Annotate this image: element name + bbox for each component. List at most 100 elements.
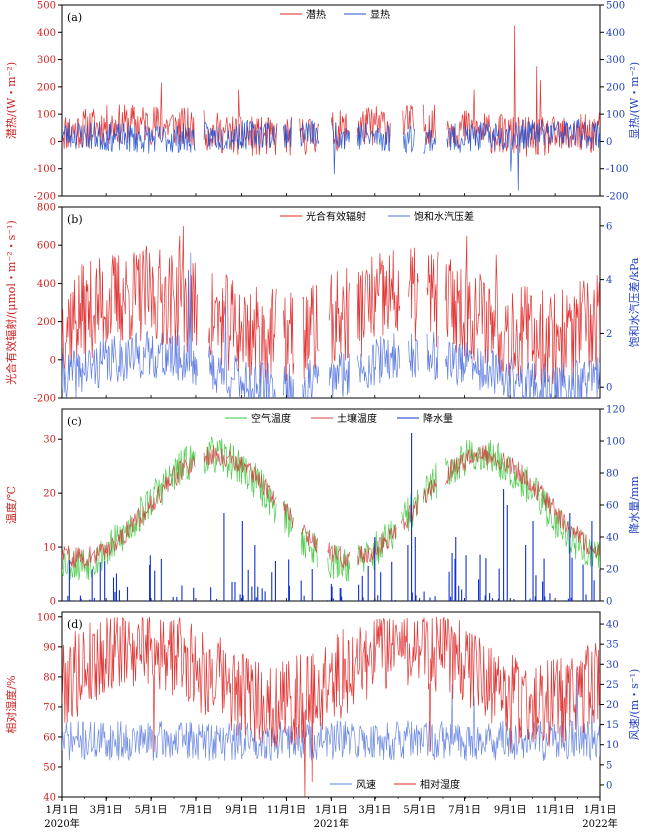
legend-label: 风速	[356, 779, 376, 791]
legend-label: 空气温度	[251, 412, 291, 425]
plot-frame	[61, 611, 601, 798]
left-tick-label: -200	[34, 192, 56, 203]
left-tick-label: 400	[37, 279, 56, 290]
right-tick-label: 300	[606, 55, 625, 66]
right-tick-label: 0	[606, 597, 612, 608]
right-tick-label: 100	[606, 437, 625, 448]
right-tick-label: 100	[606, 110, 625, 121]
legend-entry: 显热	[344, 8, 390, 21]
x-tick-label: 7月1日	[180, 804, 213, 816]
x-year-label: 2021年	[314, 817, 349, 830]
x-year-label: 2022年	[582, 817, 617, 830]
left-axis-label: 温度/℃	[4, 486, 18, 524]
right-tick-label: 120	[606, 405, 625, 416]
legend-entry: 空气温度	[225, 412, 291, 425]
x-tick-label: 11月1日	[536, 804, 575, 816]
left-tick-label: -100	[34, 164, 56, 175]
left-tick-label: 200	[37, 317, 56, 328]
left-tick-label: 20	[43, 489, 56, 500]
right-tick-label: 80	[606, 469, 619, 480]
right-tick-label: 0	[606, 383, 612, 394]
panels: -200-1000100200300400500-200-10001002003…	[4, 1, 641, 804]
legend-entry: 相对湿度	[394, 778, 460, 791]
right-tick-label: -200	[606, 192, 628, 203]
right-axis-label: 饱和水汽压差/kPa	[627, 257, 641, 347]
legend-label: 潜热	[306, 8, 326, 21]
panel-label: (a)	[67, 11, 82, 24]
legend-label: 降水量	[423, 412, 453, 425]
legend-label: 光合有效辐射	[306, 210, 366, 223]
legend-label: 相对湿度	[420, 778, 460, 791]
right-tick-label: 400	[606, 28, 625, 39]
legend-label: 饱和水汽压差	[414, 210, 474, 223]
left-tick-label: 0	[50, 597, 56, 608]
right-tick-label: 20	[606, 700, 619, 711]
right-tick-label: -100	[606, 164, 628, 175]
plot-area	[62, 433, 600, 601]
right-axis-label: 显热/(W・m⁻²)	[628, 62, 641, 139]
x-tick-label: 5月1日	[403, 804, 436, 816]
x-tick-label: 1月1日	[315, 804, 348, 816]
legend-entry: 光合有效辐射	[280, 210, 366, 223]
left-axis-label: 相对湿度/%	[4, 675, 18, 733]
chart-panel-d: 40 50 60 70 80 90 100 0 5 10 15 20 25 30 35 40 相对湿度/% 风速/…	[4, 611, 641, 804]
left-axis-label: 光合有效辐射/(μmol・m⁻²・s⁻¹)	[4, 220, 18, 385]
left-tick-label: 50	[43, 762, 56, 773]
left-tick-label: 0	[50, 355, 56, 366]
panel-label: (c)	[67, 415, 82, 428]
left-tick-label: 300	[37, 55, 56, 66]
legend-entry: 降水量	[397, 412, 453, 425]
chart-panel-c: 0 10 20 30 0 20 40 60 80 100 120 温度/℃ 降水量/mm (c) 空气温度 土…	[4, 405, 641, 608]
left-tick-label: 400	[37, 28, 56, 39]
right-tick-label: 0	[606, 780, 612, 791]
panel-label: (d)	[67, 618, 83, 631]
plot-area	[62, 25, 600, 191]
legend-entry: 土壤温度	[311, 412, 377, 425]
legend-label: 土壤温度	[337, 412, 377, 425]
series-line-显热	[62, 118, 600, 191]
right-tick-label: 2	[606, 329, 612, 340]
left-tick-label: 100	[37, 612, 56, 623]
series-line-饱和水汽压差	[62, 252, 600, 398]
chart-panel-a: -200 -100 0 100 200 300 400 500 -200 -100 0 100 200 3…	[4, 1, 641, 203]
left-tick-label: 500	[37, 1, 56, 12]
right-tick-label: 20	[606, 565, 619, 576]
panel-label: (b)	[67, 213, 83, 226]
right-axis-label: 风速/(m・s⁻¹)	[628, 669, 641, 741]
x-tick-label: 1月1日	[46, 804, 79, 816]
right-tick-label: 35	[606, 640, 619, 651]
x-tick-label: 5月1日	[135, 804, 168, 816]
left-tick-label: 60	[43, 732, 56, 743]
left-axis-label: 潜热/(W・m⁻²)	[4, 62, 18, 139]
left-tick-label: 800	[37, 203, 56, 214]
left-tick-label: 30	[43, 435, 56, 446]
chart-panel-b: -200 0 200 400 600 800 0 2 4 6 光合有效辐射/(μmol・m⁻²・s⁻…	[4, 203, 641, 405]
left-tick-label: -200	[34, 394, 56, 405]
legend-label: 显热	[370, 8, 390, 21]
left-tick-label: 90	[43, 642, 56, 653]
right-axis-label: 降水量/mm	[627, 476, 641, 534]
left-tick-label: 40	[43, 793, 56, 804]
series-line-相对湿度	[62, 616, 600, 797]
right-tick-label: 5	[606, 760, 612, 771]
right-tick-label: 4	[606, 275, 612, 286]
x-tick-label: 9月1日	[225, 804, 258, 816]
left-tick-label: 600	[37, 241, 56, 252]
left-tick-label: 80	[43, 672, 56, 683]
legend-entry: 风速	[330, 779, 376, 791]
right-tick-label: 30	[606, 660, 619, 671]
left-tick-label: 200	[37, 82, 56, 93]
x-tick-label: 7月1日	[448, 804, 481, 816]
x-tick-label: 1月1日	[584, 804, 617, 816]
left-tick-label: 100	[37, 110, 56, 121]
plot-frame	[61, 4, 601, 197]
right-tick-label: 15	[606, 720, 619, 731]
left-tick-label: 10	[43, 543, 56, 554]
right-tick-label: 40	[606, 620, 619, 631]
right-tick-label: 60	[606, 501, 619, 512]
series-line-风速	[62, 672, 600, 761]
x-tick-label: 3月1日	[90, 804, 123, 816]
x-tick-label: 3月1日	[358, 804, 391, 816]
series-line-光合有效辐射	[62, 226, 600, 386]
